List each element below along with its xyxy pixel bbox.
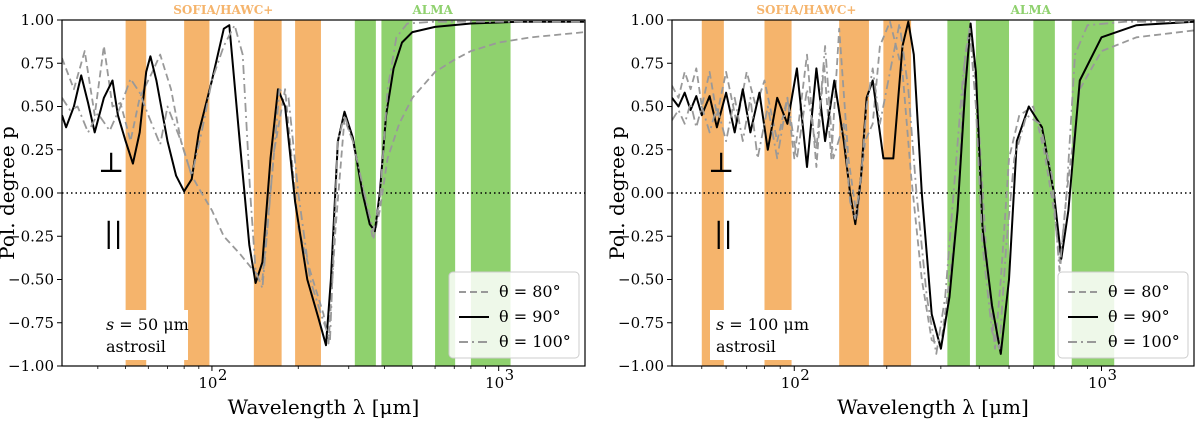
left-panel: SOFIA/HAWC+ ALMA s = 50 μm astrosil ⊥ || θ = 8…: [0, 3, 586, 419]
sofia-band-0: [125, 20, 147, 366]
sofia-band-1: [764, 20, 792, 366]
perpendicular-symbol: ⊥: [708, 146, 734, 179]
legend-label: θ = 80°: [499, 282, 561, 301]
y-tick-label: −1.00: [8, 357, 54, 375]
sofia-band-label: SOFIA/HAWC+: [756, 3, 856, 17]
y-tick-label: −0.25: [8, 227, 54, 245]
legend-label: θ = 80°: [1108, 282, 1170, 301]
y-axis-title: Pol. degree p: [605, 126, 629, 260]
y-axis-title: Pol. degree p: [0, 126, 19, 260]
alma-band-label: ALMA: [412, 3, 454, 17]
x-tick-label: 10: [485, 374, 504, 392]
legend-box: [448, 271, 580, 359]
size-annotation: s = 100 μm astrosil: [710, 310, 809, 360]
grain-size-prefix: s =: [106, 315, 138, 334]
alma-band-0: [354, 20, 376, 366]
x-tick-exponent: 3: [1108, 366, 1118, 384]
grain-size-label: s = 100 μm: [716, 315, 809, 334]
parallel-symbol: ||: [714, 216, 733, 249]
perpendicular-symbol: ⊥: [98, 146, 124, 179]
alma-band-label: ALMA: [1010, 3, 1052, 17]
y-tick-label: 0.75: [21, 54, 54, 72]
legend-box: [1057, 271, 1189, 359]
series-line-dashed: [62, 31, 585, 345]
y-tick-label: 0.50: [21, 98, 54, 116]
y-tick-label: 0.25: [631, 141, 664, 159]
y-tick-label: 0.75: [631, 54, 664, 72]
grain-size-prefix: s =: [716, 315, 748, 334]
material-label: astrosil: [716, 337, 776, 356]
y-tick-label: 1.00: [631, 11, 664, 29]
y-tick-label: 1.00: [21, 11, 54, 29]
x-axis-title: Wavelength λ [μm]: [228, 395, 420, 419]
series-line-dashdot: [62, 20, 585, 341]
annotation-background: [710, 310, 798, 360]
size-annotation: s = 50 μm astrosil: [100, 310, 189, 360]
series-line-solid: [672, 20, 1194, 355]
series-line-solid: [62, 20, 585, 347]
legend-label: θ = 100°: [1108, 332, 1180, 351]
alma-band-2: [1033, 20, 1055, 366]
x-tick-exponent: 2: [800, 366, 810, 384]
y-tick-label: 0.50: [631, 98, 664, 116]
right-panel: SOFIA/HAWC+ ALMA s = 100 μm astrosil ⊥ || θ = …: [605, 3, 1195, 419]
series-line-dashdot: [672, 20, 1194, 355]
x-tick-label: 10: [1088, 374, 1107, 392]
y-tick-label: −0.75: [618, 314, 664, 332]
material-label: astrosil: [106, 337, 166, 356]
y-tick-label: −0.25: [618, 227, 664, 245]
series-line-dashed: [672, 20, 1194, 350]
annotation-background: [100, 310, 188, 360]
x-tick-exponent: 2: [218, 366, 228, 384]
y-tick-label: 0.00: [21, 184, 54, 202]
y-tick-label: 0.25: [21, 141, 54, 159]
parallel-symbol: ||: [104, 216, 123, 249]
y-tick-label: −0.75: [8, 314, 54, 332]
x-tick-label: 10: [781, 374, 800, 392]
y-tick-label: −1.00: [618, 357, 664, 375]
legend: θ = 80° θ = 90° θ = 100°: [1057, 271, 1189, 359]
grain-size-label: s = 50 μm: [106, 315, 189, 334]
legend-label: θ = 90°: [1108, 307, 1170, 326]
x-axis-title: Wavelength λ [μm]: [837, 395, 1029, 419]
grain-size-value: 100 μm: [748, 315, 809, 334]
legend-label: θ = 100°: [499, 332, 571, 351]
x-tick-label: 10: [198, 374, 217, 392]
legend-label: θ = 90°: [499, 307, 561, 326]
y-tick-label: 0.00: [631, 184, 664, 202]
y-tick-label: −0.50: [8, 271, 54, 289]
x-tick-exponent: 3: [505, 366, 515, 384]
grain-size-value: 50 μm: [138, 315, 189, 334]
sofia-band-label: SOFIA/HAWC+: [173, 3, 273, 17]
legend: θ = 80° θ = 90° θ = 100°: [448, 271, 580, 359]
y-tick-label: −0.50: [618, 271, 664, 289]
